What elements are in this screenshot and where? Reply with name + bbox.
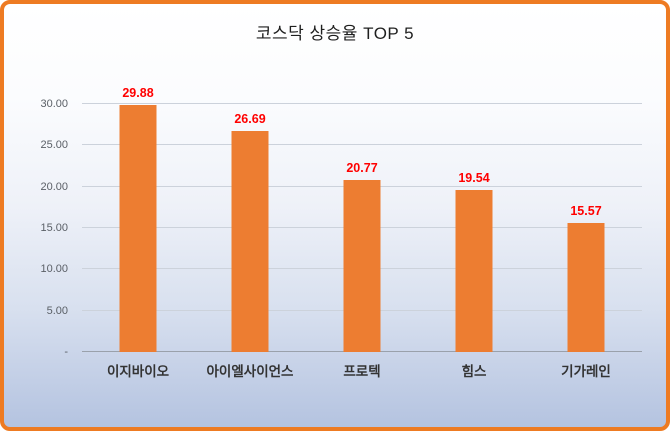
bar-5	[567, 223, 605, 352]
y-tick-label: 5.00	[46, 304, 68, 317]
category-label: 프로텍	[343, 364, 381, 379]
bar-3	[343, 180, 381, 352]
bar-column: 26.69	[194, 104, 306, 352]
bar-column: 19.54	[418, 104, 530, 352]
bar-value-label: 26.69	[234, 112, 266, 127]
y-axis: - 5.00 10.00 15.00 20.00 25.00 30.00	[4, 98, 74, 358]
bar-value-label: 20.77	[346, 161, 378, 176]
category-label: 기가레인	[561, 364, 611, 379]
y-tick-label: 10.00	[40, 263, 68, 276]
bar-column: 15.57	[530, 104, 642, 352]
gridline	[82, 103, 642, 104]
plot-area: 29.88 26.69 20.77 19.54 15.57	[82, 86, 642, 352]
category-label: 힘스	[461, 364, 487, 379]
y-tick-label: 15.00	[40, 222, 68, 234]
y-tick-label: 25.00	[40, 139, 68, 152]
bar-value-label: 29.88	[122, 86, 154, 100]
chart-title: 코스닥 상승율 TOP 5	[255, 24, 415, 43]
bar-2	[231, 131, 269, 352]
category-label: 이지바이오	[106, 364, 170, 379]
y-tick-label: 30.00	[40, 98, 68, 110]
gridline	[82, 144, 642, 146]
bar-value-label: 19.54	[458, 171, 490, 186]
y-tick-label: 20.00	[40, 180, 68, 193]
bars-area: 29.88 26.69 20.77 19.54 15.57	[82, 86, 642, 352]
bar-value-label: 15.57	[570, 204, 602, 219]
bar-column: 29.88	[82, 86, 194, 352]
category-label: 아이엘사이언스	[206, 364, 294, 379]
bar-1	[119, 105, 157, 352]
bar-column: 20.77	[306, 104, 418, 352]
bar-4	[455, 190, 493, 352]
x-axis-labels: 이지바이오 아이엘사이언스 프로텍 힘스 기가레인	[82, 360, 642, 380]
y-tick-label: -	[64, 346, 68, 358]
